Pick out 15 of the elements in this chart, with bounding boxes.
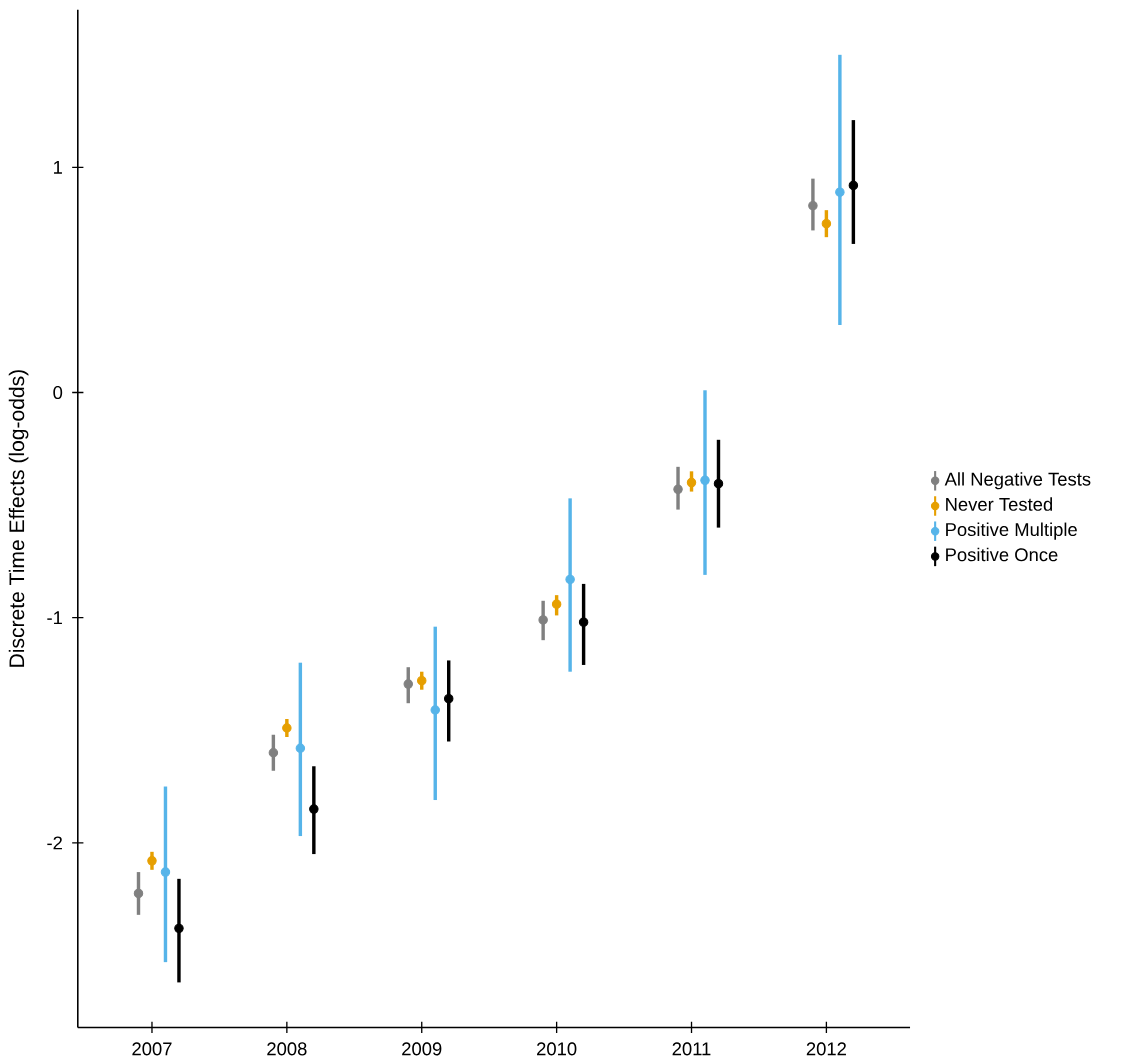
y-tick-label: -1 xyxy=(47,611,62,624)
y-tick-label: 1 xyxy=(54,160,62,174)
legend-label: Positive Once xyxy=(946,547,1058,562)
x-tick-label: 2011 xyxy=(672,1042,711,1056)
legend-label: All Negative Tests xyxy=(944,472,1091,490)
legend-label: Never Tested xyxy=(946,497,1052,511)
y-tick-label: -2 xyxy=(47,836,62,850)
x-tick-label: 2007 xyxy=(132,1042,172,1056)
x-tick-label: 2009 xyxy=(402,1042,442,1056)
x-tick-label: 2008 xyxy=(267,1042,307,1056)
legend-label: Positive Multiple xyxy=(946,522,1077,540)
x-tick-label: 2010 xyxy=(537,1042,577,1056)
y-axis-title: Discrete Time Effects (log-odds) xyxy=(8,370,29,667)
x-tick-label: 2012 xyxy=(806,1042,846,1056)
y-tick-label: 0 xyxy=(53,385,63,399)
